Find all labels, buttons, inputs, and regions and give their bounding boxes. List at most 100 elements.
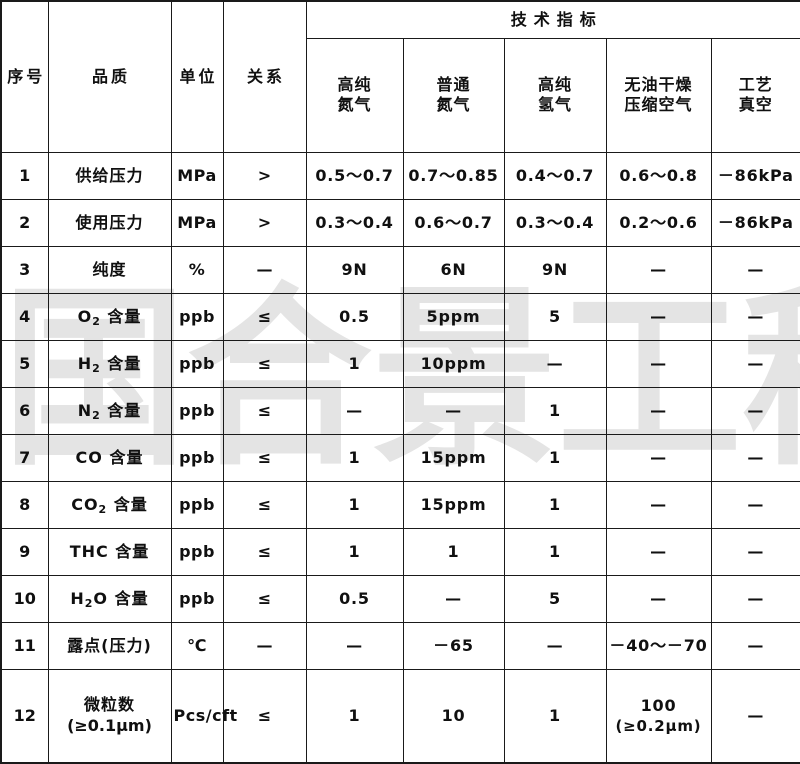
cell-value-vac: — (710, 245, 800, 294)
cell-value-gp_n2: 5ppm (402, 292, 505, 341)
cell-row-number: 7 (0, 433, 49, 482)
cell-value-text: — (747, 541, 765, 561)
cell-value-text: — (546, 635, 564, 655)
cell-unit: ℃ (170, 621, 224, 670)
cell-value-text: — (747, 447, 765, 467)
cell-value-text: 0.4～0.7 (515, 165, 595, 185)
cell-value-text: 10ppm (420, 353, 487, 373)
cell-value-text: 1 (549, 400, 561, 420)
cell-value-text: — (650, 447, 667, 467)
cell-value-hp_h2: 0.4～0.7 (503, 151, 607, 200)
cell-value-text: 5 (549, 588, 561, 608)
cell-unit: ppb (170, 527, 224, 576)
cell-unit: ppb (170, 433, 224, 482)
cell-value-hp_h2: — (503, 621, 607, 670)
cell-value-hp_n2: 0.3～0.4 (305, 198, 404, 247)
cell-row-number: 3 (0, 245, 49, 294)
cell-unit: Pcs/cft (170, 668, 237, 764)
cell-value-text: — (747, 353, 765, 373)
cell-value-vac: — (710, 574, 800, 623)
cell-value-text: — (747, 705, 765, 725)
cell-value-text: 1 (348, 353, 361, 373)
table-row: 9 THC 含量 ppb ≤1 1 1 — — (0, 527, 800, 576)
cell-value-text: — (445, 400, 462, 420)
cell-value-text: 0.5～0.7 (315, 165, 394, 185)
cell-relation: > (222, 151, 307, 200)
cell-row-number: 9 (0, 527, 49, 576)
cell-quality: THC 含量 (47, 527, 172, 576)
cell-quality: 供给压力 (47, 151, 172, 200)
cell-quality: 纯度 (47, 245, 172, 294)
cell-value-text: — (546, 353, 564, 373)
cell-value-text: 1 (447, 541, 460, 561)
cell-value-text: 0.6～0.8 (619, 165, 698, 185)
cell-value-hp_n2: 1 (305, 480, 404, 529)
table-row: 8 CO2 含量 ppb ≤1 15ppm 1 — — (0, 480, 800, 529)
cell-value-text: 1 (549, 494, 561, 514)
header-cell-no: 序号 (0, 0, 49, 153)
cell-relation: ≤ (222, 480, 307, 529)
cell-value-vac: — (710, 433, 800, 482)
cell-value-text: — (346, 635, 363, 655)
cell-value-text: — (747, 259, 765, 279)
cell-value-text: 5 (549, 306, 561, 326)
cell-relation: — (222, 621, 307, 670)
cell-row-number: 10 (0, 574, 49, 623)
cell-relation: > (222, 198, 307, 247)
cell-value-hp_h2: 1 (503, 527, 607, 576)
cell-value-text: — (650, 306, 667, 326)
table-row: 6 N2 含量 ppb ≤ — — 1 — — (0, 386, 800, 435)
cell-value-cda: 0.6～0.8 (605, 151, 712, 200)
cell-relation: ≤ (222, 527, 307, 576)
cell-value-hp_h2: — (503, 339, 607, 388)
cell-value-vac: — (710, 621, 800, 670)
cell-value-hp_n2: 0.5 (305, 292, 404, 341)
cell-unit: ppb (170, 339, 224, 388)
cell-value-text: 1 (348, 494, 361, 514)
cell-value-hp_n2: — (305, 386, 404, 435)
cell-value-gp_n2: 15ppm (402, 433, 505, 482)
cell-value-hp_n2: — (305, 621, 404, 670)
cell-row-number: 5 (0, 339, 49, 388)
cell-value-hp_h2: 1 (503, 386, 607, 435)
cell-relation: — (222, 245, 307, 294)
cell-value-text: －86kPa (717, 165, 794, 185)
cell-value-text: 0.6～0.7 (414, 212, 493, 232)
cell-value-hp_n2: 1 (305, 668, 404, 764)
cell-value-text: 15ppm (420, 447, 487, 467)
cell-value-hp_h2: 1 (503, 480, 607, 529)
cell-value-cda: — (605, 245, 712, 294)
header-cell-high-purity-hydrogen: 高纯 氢气 (503, 38, 607, 153)
cell-unit: ppb (170, 480, 224, 529)
table-row: 7 CO 含量 ppb ≤1 15ppm 1 — — (0, 433, 800, 482)
table-row: 12 微粒数 (≥0.1μm) Pcs/cft ≤1 10 1 100 (≥0.2μm) — (0, 668, 800, 764)
cell-value-vac: — (710, 527, 800, 576)
cell-value-subtext: (≥0.2μm) (615, 716, 702, 735)
cell-value-gp_n2: 1 (402, 527, 505, 576)
cell-value-text: 6N (440, 259, 467, 279)
cell-value-text: 5ppm (426, 306, 481, 326)
cell-value-text: — (650, 541, 667, 561)
cell-unit: % (170, 245, 224, 294)
cell-value-hp_n2: 1 (305, 339, 404, 388)
cell-value-vac: — (710, 386, 800, 435)
cell-value-hp_n2: 9N (305, 245, 404, 294)
cell-row-number: 1 (0, 151, 49, 200)
cell-value-cda: — (605, 433, 712, 482)
cell-value-gp_n2: 10ppm (402, 339, 505, 388)
cell-row-number: 12 (0, 668, 49, 764)
table-row: 11 露点(压力) ℃ — — －65— －40～－70— (0, 621, 800, 670)
cell-value-cda: — (605, 574, 712, 623)
header-cell-quality: 品质 (47, 0, 172, 153)
cell-value-cda: 0.2～0.6 (605, 198, 712, 247)
cell-value-hp_n2: 0.5～0.7 (305, 151, 404, 200)
cell-value-cda: — (605, 386, 712, 435)
cell-quality: H2O 含量 (47, 574, 172, 623)
cell-value-hp_h2: 9N (503, 245, 607, 294)
cell-quality: N2 含量 (47, 386, 172, 435)
cell-value-text: — (747, 588, 765, 608)
table-row: 4 O2 含量 ppb ≤0.5 5ppm 5 — — (0, 292, 800, 341)
cell-value-gp_n2: 10 (402, 668, 505, 764)
cell-value-text: 9N (341, 259, 368, 279)
